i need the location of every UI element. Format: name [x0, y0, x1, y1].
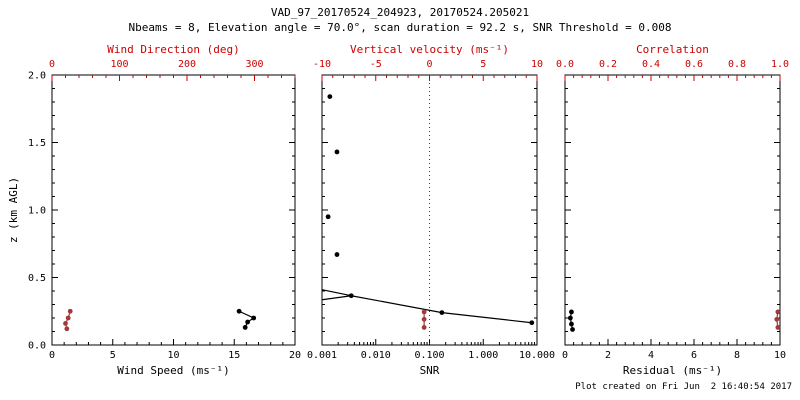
- svg-text:Wind Direction (deg): Wind Direction (deg): [107, 43, 239, 56]
- svg-text:0.5: 0.5: [28, 273, 46, 284]
- svg-text:300: 300: [245, 59, 263, 70]
- vertical-velocity-points: [421, 309, 427, 330]
- snr-spur-line: [321, 289, 352, 301]
- svg-text:0: 0: [426, 59, 432, 70]
- svg-text:SNR: SNR: [420, 364, 440, 377]
- figure-subtitle: Nbeams = 8, Elevation angle = 70.0°, sca…: [128, 21, 672, 34]
- svg-text:0.6: 0.6: [685, 59, 703, 70]
- wind-direction-points: [63, 308, 73, 332]
- svg-text:6: 6: [691, 350, 697, 361]
- figure-title: VAD_97_20170524_204923, 20170524.205021: [270, 6, 530, 19]
- svg-text:Residual (ms⁻¹): Residual (ms⁻¹): [623, 364, 722, 377]
- svg-text:-10: -10: [313, 59, 331, 70]
- svg-text:10: 10: [531, 59, 543, 70]
- svg-text:0.100: 0.100: [414, 350, 444, 361]
- residual-points: [567, 309, 575, 332]
- wind-speed-points: [236, 308, 257, 330]
- svg-text:Vertical velocity (ms⁻¹): Vertical velocity (ms⁻¹): [350, 43, 509, 56]
- svg-text:15: 15: [228, 350, 240, 361]
- svg-text:1.0: 1.0: [771, 59, 789, 70]
- residual-panel: 0 2 4 6 8 10 0.0 0.2 0.4 0.6 0.8 1.0 Residual (ms⁻¹)…: [556, 43, 789, 377]
- svg-text:8: 8: [734, 350, 740, 361]
- svg-text:-5: -5: [370, 59, 382, 70]
- svg-text:5: 5: [110, 350, 116, 361]
- svg-text:0.001: 0.001: [307, 350, 337, 361]
- svg-text:1.5: 1.5: [28, 138, 46, 149]
- svg-text:0.2: 0.2: [599, 59, 617, 70]
- svg-text:0.8: 0.8: [728, 59, 746, 70]
- svg-text:200: 200: [178, 59, 196, 70]
- wind-speed-panel-frame: [51, 74, 296, 346]
- svg-text:Correlation: Correlation: [636, 43, 709, 56]
- svg-text:2.0: 2.0: [28, 71, 46, 82]
- svg-text:1.0: 1.0: [28, 206, 46, 217]
- plot-created-timestamp: Plot created on Fri Jun 2 16:40:54 2017: [575, 382, 792, 392]
- svg-text:0.0: 0.0: [556, 59, 574, 70]
- snr-profile: [348, 293, 535, 326]
- svg-text:0.4: 0.4: [642, 59, 660, 70]
- svg-text:0: 0: [562, 350, 568, 361]
- residual-panel-frame: [564, 74, 781, 346]
- svg-text:0: 0: [49, 59, 55, 70]
- svg-text:1.000: 1.000: [468, 350, 498, 361]
- snr-panel: 0.001 0.010 0.100 1.000 10.000 -10 -5 0 5 10 SNR Ve…: [307, 43, 555, 377]
- svg-text:5: 5: [480, 59, 486, 70]
- svg-text:10: 10: [774, 350, 786, 361]
- svg-text:Wind Speed (ms⁻¹): Wind Speed (ms⁻¹): [117, 364, 230, 377]
- svg-text:4: 4: [648, 350, 654, 361]
- svg-text:10: 10: [167, 350, 179, 361]
- svg-text:0: 0: [49, 350, 55, 361]
- svg-text:0.010: 0.010: [361, 350, 391, 361]
- svg-text:10.000: 10.000: [519, 350, 555, 361]
- svg-text:100: 100: [110, 59, 128, 70]
- snr-upper-points: [325, 94, 340, 257]
- svg-text:2: 2: [605, 350, 611, 361]
- correlation-points: [774, 309, 781, 330]
- svg-text:20: 20: [289, 350, 301, 361]
- svg-text:0.0: 0.0: [28, 341, 46, 352]
